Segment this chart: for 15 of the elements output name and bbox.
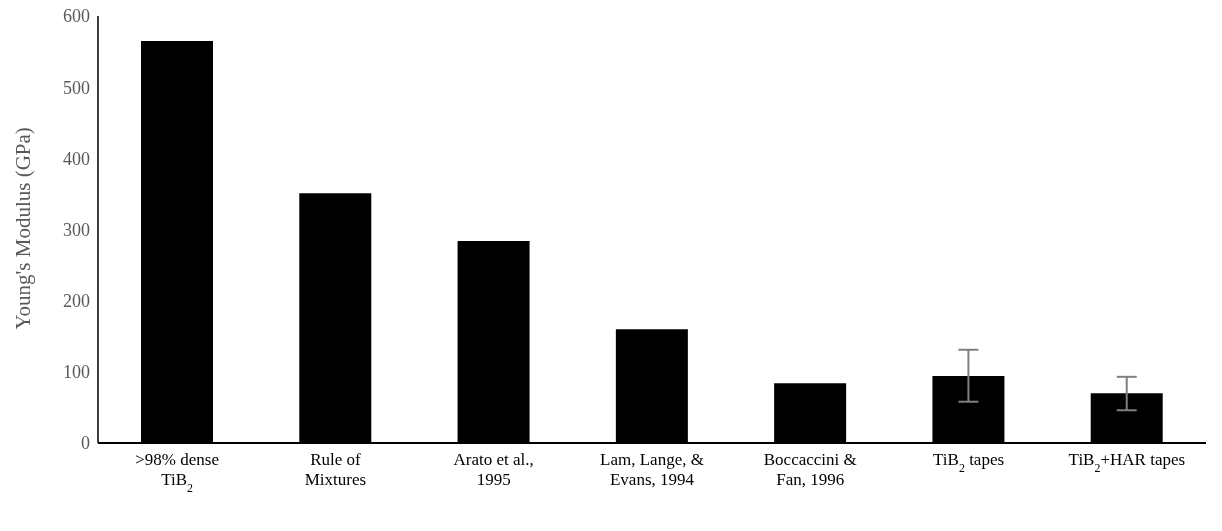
y-axis-title: Young's Modulus (GPa) [11,127,36,330]
y-tick-label: 400 [63,148,90,169]
y-tick-label: 300 [63,219,90,240]
y-tick-label: 0 [81,433,90,454]
y-tick-label: 600 [63,6,90,27]
y-tick-label: 200 [63,291,90,312]
x-tick-label: >98% dense TiB$_{2}$ [135,450,219,495]
x-tick-label: TiB$_{2}$+HAR tapes [1068,450,1186,475]
x-tick-label: Rule of Mixtures [304,450,367,489]
x-tick-label: Arato et al., 1995 [453,450,534,489]
y-tick-label: 100 [63,362,90,383]
x-tick-label: Boccaccini & Fan, 1996 [763,450,857,489]
y-tick-label: 500 [63,77,90,98]
x-tick-label: TiB$_{2}$ tapes [933,450,1005,475]
x-tick-label: Lam, Lange, & Evans, 1994 [600,450,704,489]
